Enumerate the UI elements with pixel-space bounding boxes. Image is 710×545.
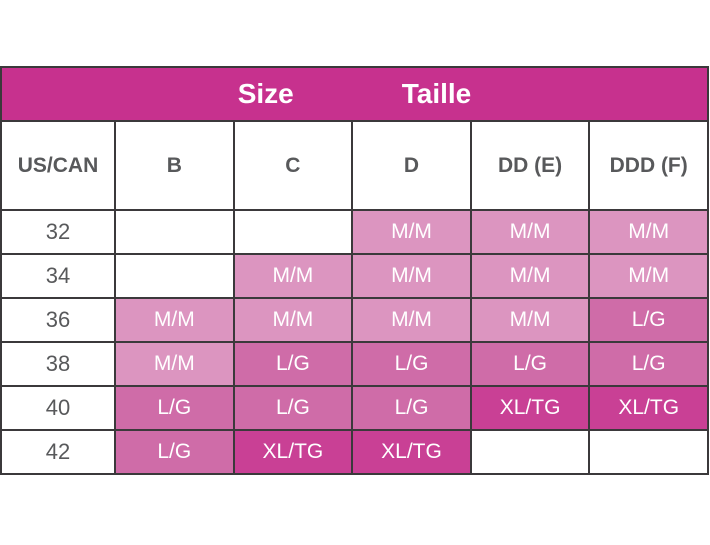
size-cell-38-b: M/M xyxy=(116,343,233,385)
size-cell-36-c: M/M xyxy=(234,299,352,341)
row-label-36: 36 xyxy=(2,299,114,341)
column-header-b: B xyxy=(116,122,233,209)
size-cell-42-b: L/G xyxy=(116,431,233,473)
size-cell-34-c: M/M xyxy=(234,255,352,297)
size-cell-36-b: M/M xyxy=(116,299,233,341)
column-header-c: C xyxy=(234,122,352,209)
column-header-d: D xyxy=(353,122,470,209)
size-cell-32-d: M/M xyxy=(353,211,470,253)
size-band-label-en: Size xyxy=(237,78,294,109)
size-chart-table: Size Taille US/CAN B C D DD (E) DDD (F) … xyxy=(0,66,709,475)
row-label-40: 40 xyxy=(2,387,114,429)
size-cell-32-ddd: M/M xyxy=(590,211,707,253)
size-cell-40-ddd: XL/TG xyxy=(590,387,707,429)
size-band: Size Taille xyxy=(2,68,707,120)
size-cell-36-d: M/M xyxy=(353,299,470,341)
size-cell-34-dd: M/M xyxy=(471,255,589,297)
size-cell-34-d: M/M xyxy=(353,255,470,297)
size-cell-38-ddd: L/G xyxy=(590,343,707,385)
size-cell-40-d: L/G xyxy=(353,387,470,429)
row-label-42: 42 xyxy=(2,431,114,473)
size-cell-40-c: L/G xyxy=(234,387,352,429)
size-cell-40-dd: XL/TG xyxy=(471,387,589,429)
row-label-38: 38 xyxy=(2,343,114,385)
size-cell-42-dd xyxy=(471,431,589,473)
size-cell-42-d: XL/TG xyxy=(353,431,470,473)
size-cell-40-b: L/G xyxy=(116,387,233,429)
column-header-uscan: US/CAN xyxy=(2,122,114,209)
size-cell-38-dd: L/G xyxy=(471,343,589,385)
size-cell-38-c: L/G xyxy=(234,343,352,385)
size-cell-34-ddd: M/M xyxy=(590,255,707,297)
row-label-32: 32 xyxy=(2,211,114,253)
row-label-34: 34 xyxy=(2,255,114,297)
size-cell-32-c xyxy=(234,211,352,253)
size-cell-32-b xyxy=(116,211,233,253)
size-band-label-fr: Taille xyxy=(401,78,472,109)
column-header-ddd: DDD (F) xyxy=(590,122,707,209)
size-cell-32-dd: M/M xyxy=(471,211,589,253)
size-cell-34-b xyxy=(116,255,233,297)
size-cell-42-ddd xyxy=(590,431,707,473)
column-header-dd: DD (E) xyxy=(471,122,589,209)
size-cell-36-dd: M/M xyxy=(471,299,589,341)
size-cell-38-d: L/G xyxy=(353,343,470,385)
size-cell-42-c: XL/TG xyxy=(234,431,352,473)
size-cell-36-ddd: L/G xyxy=(590,299,707,341)
